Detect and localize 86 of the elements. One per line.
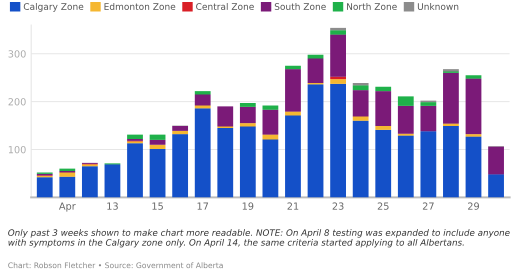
bar: [308, 84, 324, 198]
y-tick-label: 100: [8, 146, 26, 154]
bar: [308, 54, 324, 59]
x-tick-label: 23: [332, 202, 344, 210]
x-tick-label: 21: [287, 202, 298, 210]
bar: [194, 108, 211, 198]
bar: [285, 69, 301, 112]
bar: [330, 84, 346, 198]
bar: [398, 106, 414, 134]
bar: [262, 105, 278, 110]
bar: [398, 136, 414, 198]
x-tick-label: 25: [378, 202, 389, 210]
bar: [466, 78, 482, 134]
legend-label: Unknown: [418, 2, 458, 10]
bar: [443, 126, 459, 198]
x-tick-label: Apr: [58, 202, 76, 212]
bar: [150, 134, 166, 140]
bar: [352, 120, 369, 198]
bar: [420, 131, 436, 198]
legend-label: South Zone: [274, 2, 326, 10]
bar: [330, 34, 346, 77]
bar: [240, 106, 256, 124]
bar: [82, 166, 98, 198]
x-tick-label: 13: [107, 202, 118, 210]
bar: [127, 134, 143, 139]
bar: [466, 134, 482, 137]
y-tick-label: 200: [8, 98, 26, 106]
bar: [194, 94, 211, 106]
bar: [172, 134, 188, 198]
bar: [217, 106, 234, 127]
bar: [375, 130, 392, 198]
bar: [150, 140, 166, 145]
bar: [375, 126, 392, 130]
bar: [466, 136, 482, 198]
legend-label: Calgary Zone: [24, 2, 84, 12]
bar: [466, 75, 482, 79]
bar: [352, 90, 369, 116]
x-tick-label: 29: [468, 202, 479, 210]
text: Only past 3 weeks shown to make chart more readable. NOTE: On April 8 testing was expanded to include anyone with symptoms in the Calgary zone only. On April 14, the same criteria started applying to all Albertans.: [8, 229, 510, 248]
y-tick-label: 300: [8, 50, 26, 58]
bar: [330, 79, 346, 84]
bar: [488, 146, 504, 174]
bar: [150, 144, 166, 150]
bar: [443, 124, 459, 126]
bar: [330, 28, 346, 30]
x-tick-label: 17: [198, 202, 208, 210]
bar: [172, 126, 188, 131]
bar: [172, 130, 188, 134]
x-tick-label: 19: [242, 202, 254, 210]
bar: [150, 149, 166, 198]
bar: [194, 91, 211, 94]
bar: [59, 176, 76, 198]
bar: [285, 116, 301, 198]
bar: [240, 103, 256, 107]
legend-label: Central Zone: [196, 2, 254, 10]
bar: [285, 66, 301, 70]
bar: [59, 172, 76, 177]
bar: [443, 72, 459, 124]
bar: [127, 143, 143, 198]
bar: [488, 174, 504, 198]
bar: [59, 168, 76, 172]
x-tick-label: 15: [152, 202, 163, 210]
bar: [420, 102, 436, 106]
bar: [36, 177, 53, 198]
legend-label: Edmonton Zone: [104, 2, 176, 10]
bar: [398, 96, 414, 106]
legend-label: North Zone: [347, 2, 397, 10]
bar: [420, 106, 436, 132]
bar: [262, 134, 278, 140]
bar: [262, 139, 278, 198]
bar: [375, 91, 392, 126]
bar: [352, 116, 369, 121]
bar: [375, 86, 392, 92]
bar: [285, 112, 301, 116]
bar: [240, 123, 256, 127]
bar: [217, 128, 234, 198]
bar: [352, 82, 369, 86]
bar: [330, 30, 346, 35]
bar: [352, 85, 369, 90]
bar: [104, 164, 120, 198]
bar: [308, 58, 324, 83]
bar: [240, 126, 256, 198]
bar: [330, 76, 346, 80]
x-tick-label: 27: [422, 202, 434, 210]
bar: [194, 105, 211, 108]
bar: [262, 110, 278, 135]
